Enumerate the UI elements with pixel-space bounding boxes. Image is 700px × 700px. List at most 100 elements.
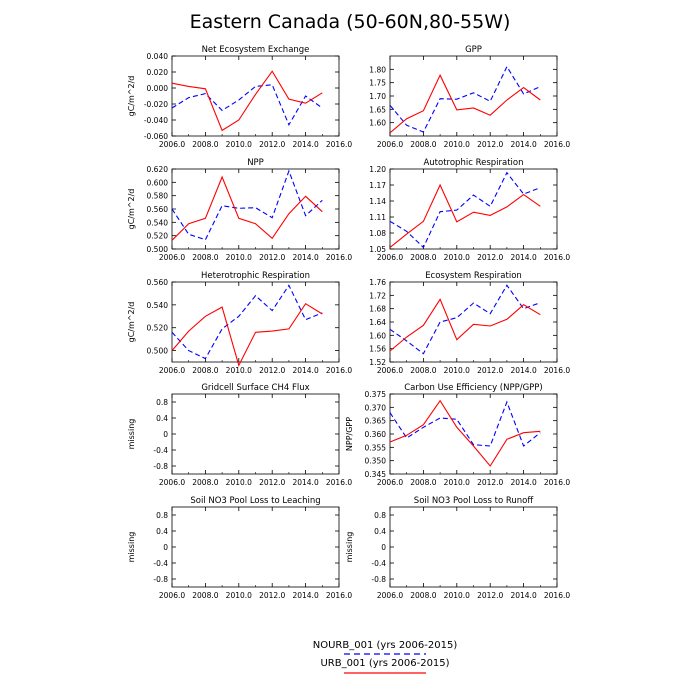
x-tick-label: 2010.0 <box>444 591 470 600</box>
y-tick-label: 1.65 <box>369 105 386 114</box>
series-line-nourb <box>171 84 323 127</box>
y-tick-label: 0.370 <box>365 403 387 412</box>
panel-5: Heterotrophic Respiration 2006.0 2008.0 201… <box>127 271 352 375</box>
y-tick-label: 0.365 <box>365 417 387 426</box>
y-tick-label: 0 <box>163 543 168 552</box>
panel-frame <box>389 506 558 588</box>
x-tick-label: 2016.0 <box>544 366 570 375</box>
x-tick-label: 2014.0 <box>292 140 318 149</box>
x-tick-label: 2012.0 <box>259 366 285 375</box>
x-tick-label: 2006.0 <box>159 366 185 375</box>
x-tick-label: 2014.0 <box>510 366 536 375</box>
x-tick-label: 2010.0 <box>444 140 470 149</box>
y-tick-label: 1.08 <box>369 229 386 238</box>
x-tick-label: 2014.0 <box>510 140 536 149</box>
y-tick-label: -0.040 <box>144 116 168 125</box>
panel-frame <box>171 506 340 588</box>
y-tick-label: -0.060 <box>144 132 168 141</box>
y-tick-label: 0.500 <box>147 245 169 254</box>
panel-frame <box>171 281 340 363</box>
y-tick-label: 1.70 <box>369 92 386 101</box>
y-tick-label: 1.60 <box>369 331 386 340</box>
x-tick-label: 2016.0 <box>326 478 352 487</box>
panel-4: Autotrophic Respiration 2006.0 2008.0 2010.… <box>369 158 570 262</box>
x-tick-label: 2008.0 <box>410 478 436 487</box>
y-tick-label: -0.4 <box>153 446 168 455</box>
panel-frame <box>389 281 558 363</box>
y-tick-label: 0.4 <box>156 527 168 536</box>
panel-frame <box>171 168 340 250</box>
legend-label-urb: URB_001 (yrs 2006-2015) <box>320 658 449 669</box>
x-tick-label: 2008.0 <box>192 366 218 375</box>
x-tick-label: 2016.0 <box>326 366 352 375</box>
panel-title: Heterotrophic Respiration <box>201 271 310 281</box>
x-tick-label: 2012.0 <box>259 591 285 600</box>
x-tick-label: 2010.0 <box>444 478 470 487</box>
x-tick-label: 2016.0 <box>544 591 570 600</box>
y-tick-label: -0.8 <box>153 462 168 471</box>
figure-title: Eastern Canada (50-60N,80-55W) <box>190 11 511 33</box>
legend: NOURB_001 (yrs 2006-2015) URB_001 (yrs 2… <box>313 640 458 674</box>
x-tick-label: 2014.0 <box>292 366 318 375</box>
panel-frame <box>171 393 340 475</box>
x-tick-label: 2012.0 <box>477 591 503 600</box>
y-tick-label: 0.560 <box>147 278 169 287</box>
y-tick-label: 0.8 <box>156 398 168 407</box>
panel-title: Ecosystem Respiration <box>425 271 522 281</box>
panel-title: Autotrophic Respiration <box>423 158 523 168</box>
x-tick-label: 2012.0 <box>259 478 285 487</box>
y-tick-label: 0.620 <box>147 165 169 174</box>
panel-title: Net Ecosystem Exchange <box>202 45 310 55</box>
panel-1: Net Ecosystem Exchange 2006.0 2008.0 2010.0… <box>127 45 352 149</box>
series-line-nourb <box>389 400 541 447</box>
series-line-urb <box>171 70 323 132</box>
y-tick-label: 0.8 <box>156 511 168 520</box>
x-tick-label: 2006.0 <box>377 591 403 600</box>
y-tick-label: 1.20 <box>369 165 386 174</box>
legend-label-nourb: NOURB_001 (yrs 2006-2015) <box>313 640 458 651</box>
series-line-urb <box>389 73 541 134</box>
y-tick-label: 0.040 <box>147 52 169 61</box>
y-tick-label: -0.4 <box>371 559 386 568</box>
x-tick-label: 2010.0 <box>444 366 470 375</box>
x-tick-label: 2014.0 <box>510 591 536 600</box>
x-tick-label: 2006.0 <box>377 140 403 149</box>
x-tick-label: 2014.0 <box>510 478 536 487</box>
panel-9: Soil NO3 Pool Loss to Leaching 2006.0 2008… <box>127 496 352 600</box>
y-tick-label: 1.76 <box>369 278 386 287</box>
panel-3: NPP 2006.0 2008.0 2010.0 2012.0 2014.0 2016.0 0… <box>127 158 352 262</box>
x-tick-label: 2006.0 <box>159 591 185 600</box>
y-axis-label: gC/m^2/d <box>127 189 136 230</box>
y-tick-label: 0.020 <box>147 68 169 77</box>
y-tick-label: 0.355 <box>365 443 387 452</box>
x-tick-label: 2008.0 <box>192 140 218 149</box>
y-tick-label: 1.68 <box>369 305 386 314</box>
series-line-nourb <box>389 171 541 249</box>
series-line-urb <box>389 399 541 467</box>
y-tick-label: 0.520 <box>147 324 169 333</box>
series-line-nourb <box>389 65 541 133</box>
x-tick-label: 2008.0 <box>192 478 218 487</box>
panel-2: GPP 2006.0 2008.0 2010.0 2012.0 2014.0 2016.0 1… <box>369 45 570 149</box>
series-line-urb <box>389 183 541 248</box>
x-tick-label: 2008.0 <box>410 140 436 149</box>
panel-title: Gridcell Surface CH4 Flux <box>201 383 309 393</box>
panel-10: Soil NO3 Pool Loss to Runoff 2006.0 2008.0… <box>345 496 570 600</box>
y-tick-label: 1.72 <box>369 291 386 300</box>
y-tick-label: 1.14 <box>369 197 386 206</box>
x-tick-label: 2010.0 <box>226 478 252 487</box>
y-tick-label: 1.52 <box>369 358 386 367</box>
y-tick-label: 0 <box>163 430 168 439</box>
x-tick-label: 2012.0 <box>477 140 503 149</box>
series-line-urb <box>171 175 323 241</box>
y-tick-label: 0.360 <box>365 430 387 439</box>
series-line-nourb <box>389 284 541 355</box>
x-tick-label: 2008.0 <box>192 253 218 262</box>
panels: Net Ecosystem Exchange 2006.0 2008.0 2010.0… <box>127 45 570 600</box>
y-tick-label: 0.540 <box>147 218 169 227</box>
y-tick-label: 0.520 <box>147 232 169 241</box>
panel-title: GPP <box>465 45 482 55</box>
x-tick-label: 2016.0 <box>326 591 352 600</box>
x-tick-label: 2016.0 <box>544 253 570 262</box>
x-tick-label: 2010.0 <box>444 253 470 262</box>
